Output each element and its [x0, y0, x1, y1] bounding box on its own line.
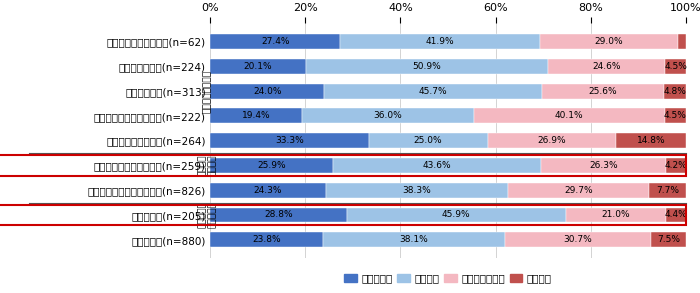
- Bar: [566, 207, 666, 222]
- Bar: [664, 84, 687, 98]
- Text: 24.3%: 24.3%: [253, 186, 282, 195]
- Bar: [0, 205, 686, 225]
- Text: 4.5%: 4.5%: [664, 62, 687, 71]
- Bar: [474, 108, 664, 123]
- Text: 14.8%: 14.8%: [636, 136, 665, 145]
- Text: 50.9%: 50.9%: [412, 62, 441, 71]
- Bar: [650, 183, 686, 198]
- Text: 4.4%: 4.4%: [664, 210, 687, 219]
- Text: 4.2%: 4.2%: [664, 161, 687, 170]
- Bar: [651, 232, 687, 247]
- Bar: [340, 34, 540, 49]
- Text: 4.8%: 4.8%: [664, 87, 687, 96]
- Bar: [210, 84, 324, 98]
- Bar: [324, 84, 542, 98]
- Bar: [210, 34, 340, 49]
- Bar: [615, 133, 686, 148]
- Text: 28.8%: 28.8%: [264, 210, 293, 219]
- Text: 33.3%: 33.3%: [275, 136, 304, 145]
- Bar: [210, 183, 326, 198]
- Bar: [210, 59, 306, 74]
- Bar: [487, 133, 615, 148]
- Text: 38.3%: 38.3%: [402, 186, 431, 195]
- Text: 近鄰住民との関係: 近鄰住民との関係: [203, 69, 212, 113]
- Text: 36.0%: 36.0%: [374, 111, 402, 120]
- Bar: [368, 133, 487, 148]
- Bar: [666, 158, 686, 173]
- Text: 24.6%: 24.6%: [592, 62, 621, 71]
- Bar: [666, 207, 687, 222]
- Bar: [333, 158, 541, 173]
- Bar: [678, 34, 685, 49]
- Text: 20.1%: 20.1%: [244, 62, 272, 71]
- Text: 地域活動
参加状況: 地域活動 参加状況: [198, 155, 217, 176]
- Text: 25.6%: 25.6%: [589, 87, 617, 96]
- Text: 41.9%: 41.9%: [426, 37, 454, 46]
- Text: 43.6%: 43.6%: [423, 161, 452, 170]
- Text: 27.4%: 27.4%: [261, 37, 290, 46]
- Bar: [0, 155, 686, 176]
- Bar: [505, 232, 651, 247]
- Bar: [323, 232, 505, 247]
- Bar: [664, 108, 686, 123]
- Bar: [665, 59, 687, 74]
- Text: 25.0%: 25.0%: [414, 136, 442, 145]
- Legend: とても思う, 少し思う, あまり思わない, 思わない: とても思う, 少し思う, あまり思わない, 思わない: [340, 270, 556, 288]
- Text: 24.0%: 24.0%: [253, 87, 281, 96]
- Bar: [541, 158, 666, 173]
- Bar: [540, 34, 678, 49]
- Text: 40.1%: 40.1%: [555, 111, 584, 120]
- Text: 4.5%: 4.5%: [664, 111, 687, 120]
- Bar: [326, 183, 508, 198]
- Bar: [302, 108, 474, 123]
- Text: 25.9%: 25.9%: [258, 161, 286, 170]
- Bar: [306, 59, 548, 74]
- Text: 23.8%: 23.8%: [252, 235, 281, 244]
- Text: 7.5%: 7.5%: [657, 235, 680, 244]
- Bar: [210, 232, 323, 247]
- Bar: [210, 158, 333, 173]
- Text: 26.3%: 26.3%: [589, 161, 617, 170]
- Bar: [210, 207, 347, 222]
- Text: 21.0%: 21.0%: [601, 210, 630, 219]
- Bar: [508, 183, 650, 198]
- Text: 外国人住民
との関わり: 外国人住民 との関わり: [198, 202, 217, 229]
- Bar: [210, 133, 368, 148]
- Text: 26.9%: 26.9%: [537, 136, 566, 145]
- Text: 29.0%: 29.0%: [594, 37, 623, 46]
- Bar: [548, 59, 665, 74]
- Text: 30.7%: 30.7%: [564, 235, 592, 244]
- Bar: [210, 108, 302, 123]
- Text: 29.7%: 29.7%: [564, 186, 593, 195]
- Text: 45.7%: 45.7%: [419, 87, 447, 96]
- Bar: [542, 84, 664, 98]
- Text: 45.9%: 45.9%: [442, 210, 470, 219]
- Text: 19.4%: 19.4%: [242, 111, 270, 120]
- Text: 7.7%: 7.7%: [656, 186, 679, 195]
- Text: 38.1%: 38.1%: [400, 235, 428, 244]
- Bar: [347, 207, 566, 222]
